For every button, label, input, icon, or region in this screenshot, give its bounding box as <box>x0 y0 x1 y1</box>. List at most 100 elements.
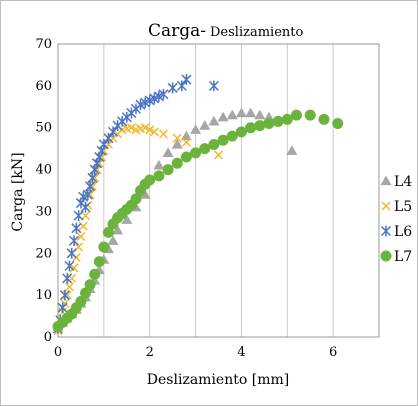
data-point <box>162 164 174 176</box>
data-point <box>80 287 92 299</box>
data-point <box>112 224 124 235</box>
y-tick-label: 0 <box>44 330 52 345</box>
data-point <box>153 170 165 182</box>
legend-label: L7 <box>394 249 412 265</box>
x-axis-ticks: 0 2 4 6 <box>54 345 337 360</box>
x-tick-label: 2 <box>146 345 154 360</box>
data-point <box>64 282 74 292</box>
data-point <box>208 115 220 126</box>
data-point <box>254 120 266 132</box>
data-point <box>208 80 219 92</box>
data-point <box>217 111 229 122</box>
data-point <box>62 273 73 284</box>
x-tick-label: 0 <box>54 345 62 360</box>
chart-title: Carga- <box>148 21 206 41</box>
data-point <box>80 211 91 221</box>
legend: L4 L5 L6 L7 <box>380 174 412 265</box>
y-tick-label: 10 <box>35 288 52 303</box>
data-point <box>149 127 159 137</box>
data-point <box>286 145 298 155</box>
data-point <box>226 109 238 120</box>
y-tick-label: 60 <box>35 79 52 94</box>
legend-label: L6 <box>394 224 412 240</box>
data-point <box>172 133 182 143</box>
data-point <box>158 129 169 139</box>
data-point <box>167 82 178 94</box>
data-point <box>98 241 110 253</box>
data-point <box>144 174 156 186</box>
data-point <box>102 226 114 238</box>
data-point <box>103 132 114 144</box>
data-point <box>332 118 344 130</box>
data-point <box>190 124 202 134</box>
data-point <box>153 159 165 170</box>
data-point <box>281 113 293 125</box>
data-point <box>162 147 174 157</box>
data-point <box>158 88 169 100</box>
grid <box>103 44 334 337</box>
data-point <box>217 134 229 146</box>
data-point <box>59 289 70 301</box>
data-point <box>84 279 96 291</box>
data-point <box>290 109 302 121</box>
data-point <box>180 130 192 141</box>
data-point <box>107 126 119 138</box>
data-point <box>190 147 202 159</box>
data-point <box>121 214 133 224</box>
data-point <box>107 235 119 245</box>
data-point <box>226 130 238 142</box>
data-point <box>140 123 150 133</box>
data-point <box>181 74 192 85</box>
x-tick-label: 6 <box>329 345 337 360</box>
y-tick-label: 70 <box>35 37 52 52</box>
data-point <box>263 118 275 130</box>
data-point <box>89 268 101 280</box>
plot-area <box>57 43 380 338</box>
data-point <box>57 302 68 314</box>
data-point <box>272 115 284 127</box>
legend-marker <box>380 225 392 237</box>
data-point <box>145 125 155 135</box>
x-axis-label: Deslizamiento [mm] <box>147 372 289 388</box>
data-point <box>171 157 183 169</box>
data-point <box>130 193 142 205</box>
data-point <box>235 107 247 118</box>
data-point <box>199 120 211 130</box>
data-point <box>71 222 82 234</box>
data-point <box>139 189 151 199</box>
data-point <box>171 138 183 149</box>
legend-marker <box>380 175 392 186</box>
data-point <box>64 260 75 272</box>
series-L7 <box>52 109 344 333</box>
data-point <box>180 151 192 163</box>
chart-subtitle: Deslizamiento <box>210 25 303 40</box>
data-point <box>73 210 84 222</box>
y-axis-label: Carga [kN] <box>10 152 26 231</box>
data-point <box>176 80 187 92</box>
data-point <box>245 122 257 134</box>
data-point <box>69 235 80 247</box>
y-tick-label: 20 <box>35 246 52 261</box>
data-point <box>235 126 247 138</box>
legend-label: L4 <box>394 174 412 190</box>
y-tick-label: 30 <box>35 204 52 219</box>
data-point <box>199 143 211 155</box>
y-tick-label: 40 <box>35 163 52 178</box>
data-point <box>213 150 224 160</box>
data-point <box>318 113 330 125</box>
data-point <box>93 256 105 268</box>
legend-marker <box>381 201 391 211</box>
data-point <box>76 232 86 242</box>
data-point <box>98 139 109 150</box>
legend-marker <box>380 250 392 262</box>
y-axis-ticks: 0 10 20 30 40 50 60 70 <box>35 37 52 345</box>
data-point <box>181 137 191 147</box>
data-point <box>304 109 316 121</box>
data-point <box>66 247 77 259</box>
data-point <box>254 109 266 120</box>
data-point <box>69 263 79 273</box>
data-point <box>126 123 136 133</box>
x-tick-label: 4 <box>237 345 245 360</box>
